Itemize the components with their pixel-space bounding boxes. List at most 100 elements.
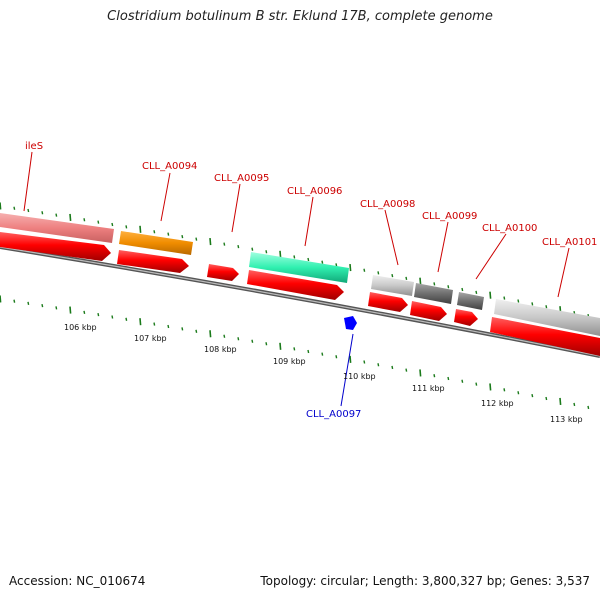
tick-mark — [167, 324, 170, 329]
gene-label-CLL-A0099: CLL_A0099 — [422, 211, 477, 222]
tick-mark — [209, 330, 212, 338]
tick-mark — [321, 260, 324, 264]
feature-ileS[interactable] — [0, 213, 114, 243]
accession-text: Accession: NC_010674 — [9, 574, 146, 588]
outer-tick-track — [0, 202, 590, 318]
tick-mark — [461, 287, 464, 292]
tick-mark — [111, 222, 114, 227]
tick-mark — [503, 296, 506, 300]
cds-CLL-A0101[interactable] — [490, 317, 600, 356]
tick-mark — [139, 225, 142, 233]
cds-CLL-A0096[interactable] — [247, 270, 344, 300]
tick-mark — [587, 405, 590, 410]
tick-mark — [125, 225, 128, 229]
cds-forward-ring — [0, 232, 600, 356]
tick-mark — [335, 355, 338, 359]
tick-mark — [531, 393, 534, 398]
tick-mark — [265, 342, 268, 346]
tick-mark — [195, 329, 198, 333]
tick-mark — [97, 220, 100, 224]
map-title: Clostridium botulinum B str. Eklund 17B,… — [107, 9, 493, 24]
feature-CLL-A0094[interactable] — [119, 231, 193, 255]
tick-mark — [209, 238, 212, 246]
tick-mark — [419, 277, 422, 285]
tick-mark — [349, 355, 352, 363]
tick-mark — [153, 230, 156, 234]
tick-mark — [237, 337, 240, 341]
gene-label-CLL-A0101: CLL_A0101 — [542, 237, 597, 248]
tick-mark — [307, 257, 310, 262]
tick-mark — [97, 313, 100, 317]
tick-mark — [391, 273, 394, 278]
cds-CLL-A0099[interactable] — [410, 301, 447, 321]
label-leaders — [23, 151, 570, 407]
tick-mark — [111, 315, 114, 319]
tick-mark — [419, 369, 422, 377]
tick-mark — [377, 363, 380, 367]
tick-mark — [475, 290, 478, 294]
tick-mark — [573, 402, 576, 407]
tick-mark — [181, 234, 184, 239]
tick-mark — [279, 250, 282, 258]
tick-mark — [83, 310, 86, 315]
tick-mark — [363, 268, 366, 272]
feature-CLL-A0100[interactable] — [457, 292, 484, 310]
tick-mark — [391, 365, 394, 370]
feature-CLL-A0101[interactable] — [494, 299, 600, 336]
cds-CLL-A0100[interactable] — [454, 309, 478, 326]
scale-label: 109 kbp — [273, 357, 306, 366]
gene-label-CLL-A0096: CLL_A0096 — [287, 186, 342, 197]
scale-label: 106 kbp — [64, 323, 97, 332]
gene-label-CLL-A0094: CLL_A0094 — [142, 161, 197, 172]
tick-mark — [181, 327, 184, 331]
feature-CLL-A0099[interactable] — [414, 283, 453, 304]
scale-labels: 106 kbp 107 kbp 108 kbp 109 kbp 110 kbp … — [64, 323, 583, 424]
tick-mark — [517, 299, 520, 303]
tick-mark — [41, 303, 44, 308]
tick-mark — [237, 244, 240, 249]
tick-mark — [405, 276, 408, 281]
tick-mark — [55, 213, 58, 217]
tick-mark — [293, 255, 296, 259]
gene-label-ileS: ileS — [25, 141, 43, 152]
cds-CLL-A0094[interactable] — [117, 250, 189, 273]
tick-mark — [251, 247, 254, 251]
tick-mark — [531, 302, 534, 306]
tick-mark — [447, 376, 450, 381]
genome-summary-text: Topology: circular; Length: 3,800,327 bp… — [260, 574, 590, 588]
tick-mark — [279, 342, 282, 350]
tick-mark — [195, 237, 198, 241]
cds-CLL-A0097[interactable] — [344, 316, 357, 330]
tick-mark — [489, 291, 492, 299]
gene-label-CLL-A0100: CLL_A0100 — [482, 223, 537, 234]
tick-mark — [503, 388, 506, 392]
scale-label: 111 kbp — [412, 384, 445, 393]
tick-mark — [13, 299, 16, 303]
tick-mark — [559, 397, 562, 406]
tick-mark — [307, 349, 310, 354]
tick-mark — [27, 208, 30, 213]
tick-mark — [377, 271, 380, 275]
tick-mark — [489, 383, 492, 391]
tick-mark — [545, 396, 548, 401]
tick-mark — [69, 306, 72, 314]
scale-label: 108 kbp — [204, 345, 237, 354]
tick-mark — [83, 218, 86, 222]
gene-label-CLL-A0097: CLL_A0097 — [306, 409, 361, 420]
feature-CLL-A0098[interactable] — [371, 275, 414, 296]
gene-labels: ileS CLL_A0094 CLL_A0095 CLL_A0096 CLL_A… — [25, 141, 597, 420]
tick-mark — [223, 334, 226, 338]
scale-label: 107 kbp — [134, 334, 167, 343]
scale-label: 113 kbp — [550, 415, 583, 424]
tick-mark — [433, 374, 436, 378]
cds-ileS[interactable] — [0, 232, 111, 261]
feature-CLL-A0096[interactable] — [249, 252, 349, 283]
tick-mark — [475, 382, 478, 386]
tick-mark — [363, 360, 366, 364]
cds-CLL-A0095[interactable] — [207, 264, 239, 281]
tick-mark — [223, 242, 226, 246]
tick-mark — [517, 391, 520, 395]
tick-mark — [321, 352, 324, 356]
cds-CLL-A0098[interactable] — [368, 292, 408, 312]
